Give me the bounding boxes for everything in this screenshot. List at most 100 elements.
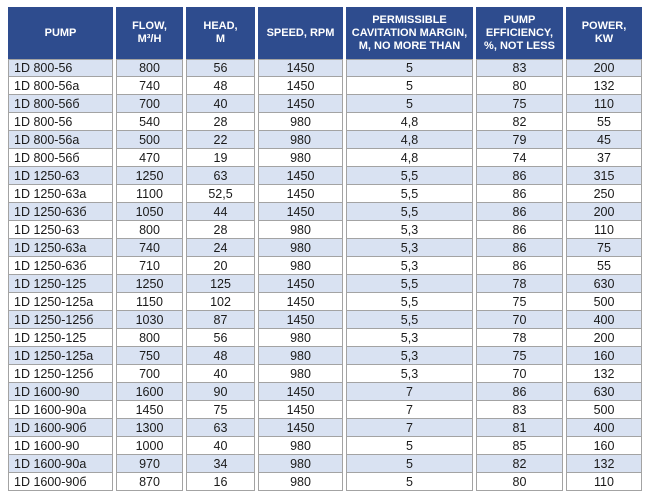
value-cell: 315 — [566, 167, 642, 185]
pump-name-cell: 1D 800-56 — [8, 59, 113, 77]
value-cell: 980 — [258, 365, 343, 383]
value-cell: 75 — [476, 347, 563, 365]
column-header: POWER, KW — [566, 7, 642, 59]
value-cell: 980 — [258, 347, 343, 365]
value-cell: 75 — [186, 401, 255, 419]
table-row: 1D 1250-125б 700 40 980 5,3 70 132 — [8, 365, 642, 383]
table-row: 1D 1250-63a 1100 52,5 1450 5,5 86 250 — [8, 185, 642, 203]
value-cell: 40 — [186, 95, 255, 113]
value-cell: 700 — [116, 95, 183, 113]
table-row: 1D 1600-90б 870 16 980 5 80 110 — [8, 473, 642, 491]
value-cell: 5,5 — [346, 311, 473, 329]
value-cell: 250 — [566, 185, 642, 203]
value-cell: 980 — [258, 329, 343, 347]
value-cell: 5 — [346, 95, 473, 113]
value-cell: 980 — [258, 221, 343, 239]
value-cell: 86 — [476, 383, 563, 401]
pump-name-cell: 1D 1250-125б — [8, 365, 113, 383]
value-cell: 40 — [186, 365, 255, 383]
value-cell: 78 — [476, 329, 563, 347]
table-row: 1D 800-56 800 56 1450 5 83 200 — [8, 59, 642, 77]
value-cell: 1050 — [116, 203, 183, 221]
value-cell: 800 — [116, 59, 183, 77]
value-cell: 1100 — [116, 185, 183, 203]
value-cell: 980 — [258, 437, 343, 455]
pump-name-cell: 1D 800-56a — [8, 77, 113, 95]
table-row: 1D 1600-90a 970 34 980 5 82 132 — [8, 455, 642, 473]
value-cell: 81 — [476, 419, 563, 437]
value-cell: 86 — [476, 167, 563, 185]
value-cell: 1450 — [258, 401, 343, 419]
value-cell: 1000 — [116, 437, 183, 455]
column-header: SPEED, RPM — [258, 7, 343, 59]
value-cell: 86 — [476, 221, 563, 239]
value-cell: 470 — [116, 149, 183, 167]
value-cell: 5 — [346, 59, 473, 77]
table-row: 1D 1600-90a 1450 75 1450 7 83 500 — [8, 401, 642, 419]
value-cell: 5,3 — [346, 221, 473, 239]
value-cell: 5,3 — [346, 329, 473, 347]
value-cell: 102 — [186, 293, 255, 311]
value-cell: 740 — [116, 239, 183, 257]
value-cell: 75 — [476, 293, 563, 311]
value-cell: 5,3 — [346, 347, 473, 365]
value-cell: 79 — [476, 131, 563, 149]
value-cell: 160 — [566, 347, 642, 365]
value-cell: 83 — [476, 401, 563, 419]
value-cell: 4,8 — [346, 113, 473, 131]
value-cell: 4,8 — [346, 149, 473, 167]
table-row: 1D 1250-63a 740 24 980 5,3 86 75 — [8, 239, 642, 257]
table-row: 1D 1600-90б 1300 63 1450 7 81 400 — [8, 419, 642, 437]
value-cell: 132 — [566, 365, 642, 383]
table-row: 1D 1250-125 800 56 980 5,3 78 200 — [8, 329, 642, 347]
value-cell: 55 — [566, 113, 642, 131]
value-cell: 540 — [116, 113, 183, 131]
value-cell: 630 — [566, 275, 642, 293]
table-row: 1D 1250-63 1250 63 1450 5,5 86 315 — [8, 167, 642, 185]
pump-name-cell: 1D 1600-90б — [8, 473, 113, 491]
value-cell: 710 — [116, 257, 183, 275]
pump-name-cell: 1D 1250-63б — [8, 203, 113, 221]
value-cell: 5,5 — [346, 185, 473, 203]
value-cell: 34 — [186, 455, 255, 473]
value-cell: 19 — [186, 149, 255, 167]
table-row: 1D 800-56б 700 40 1450 5 75 110 — [8, 95, 642, 113]
value-cell: 132 — [566, 77, 642, 95]
value-cell: 1450 — [258, 95, 343, 113]
value-cell: 28 — [186, 221, 255, 239]
value-cell: 110 — [566, 95, 642, 113]
value-cell: 22 — [186, 131, 255, 149]
value-cell: 132 — [566, 455, 642, 473]
table-row: 1D 1250-63б 1050 44 1450 5,5 86 200 — [8, 203, 642, 221]
value-cell: 980 — [258, 257, 343, 275]
value-cell: 86 — [476, 239, 563, 257]
value-cell: 83 — [476, 59, 563, 77]
pump-name-cell: 1D 1250-125 — [8, 275, 113, 293]
table-row: 1D 1250-125a 1150 102 1450 5,5 75 500 — [8, 293, 642, 311]
value-cell: 1030 — [116, 311, 183, 329]
value-cell: 980 — [258, 455, 343, 473]
pump-name-cell: 1D 800-56б — [8, 95, 113, 113]
value-cell: 1450 — [258, 167, 343, 185]
value-cell: 980 — [258, 473, 343, 491]
value-cell: 5 — [346, 77, 473, 95]
value-cell: 5,5 — [346, 293, 473, 311]
value-cell: 870 — [116, 473, 183, 491]
column-header: PUMP — [8, 7, 113, 59]
value-cell: 1450 — [258, 203, 343, 221]
value-cell: 7 — [346, 419, 473, 437]
value-cell: 5,3 — [346, 365, 473, 383]
value-cell: 1450 — [258, 293, 343, 311]
value-cell: 74 — [476, 149, 563, 167]
value-cell: 70 — [476, 365, 563, 383]
pump-name-cell: 1D 1600-90 — [8, 437, 113, 455]
value-cell: 500 — [116, 131, 183, 149]
header-row: PUMP FLOW, M³/H HEAD, M SPEED, RPM PERMISSIB… — [8, 7, 642, 59]
value-cell: 56 — [186, 59, 255, 77]
value-cell: 970 — [116, 455, 183, 473]
pump-name-cell: 1D 800-56 — [8, 113, 113, 131]
value-cell: 630 — [566, 383, 642, 401]
value-cell: 20 — [186, 257, 255, 275]
value-cell: 400 — [566, 311, 642, 329]
